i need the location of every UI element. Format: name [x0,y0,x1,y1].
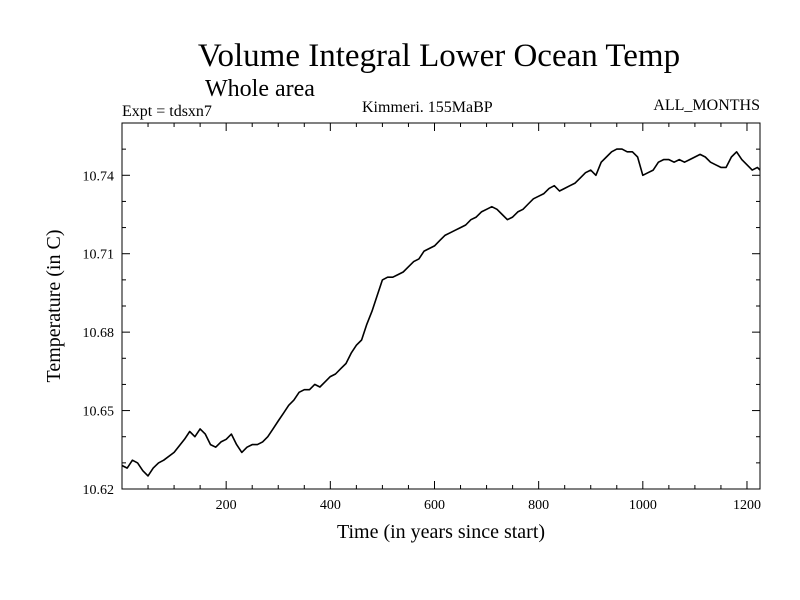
x-tick-label: 1200 [733,498,761,513]
x-tick-label: 800 [528,498,549,513]
y-tick-label: 10.71 [83,248,115,263]
plot-frame [121,122,761,490]
x-tick-label: 600 [424,498,445,513]
series-line [121,148,761,477]
experiment-label: Expt = tdsxn7 [122,103,212,120]
x-tick-label: 400 [320,498,341,513]
y-axis-title: Temperature (in C) [43,230,65,383]
chart-title: Volume Integral Lower Ocean Temp [197,38,681,74]
y-tick-label: 10.74 [83,169,115,184]
y-tick-label: 10.62 [83,483,115,498]
x-tick-label: 1000 [629,498,657,513]
x-tick-labels: 200 400 600 800 1000 1200 [216,498,761,513]
y-tick-label: 10.65 [83,405,115,420]
months-label: ALL_MONTHS [653,97,760,114]
axis-ticks [122,122,760,490]
chart-subtitle: Whole area [205,76,315,102]
y-tick-labels: 10.62 10.65 10.68 10.71 10.74 [83,169,115,498]
x-tick-label: 200 [216,498,237,513]
period-label: Kimmeri. 155MaBP [362,99,493,116]
x-axis-title: Time (in years since start) [337,521,545,543]
y-tick-label: 10.68 [83,326,115,341]
